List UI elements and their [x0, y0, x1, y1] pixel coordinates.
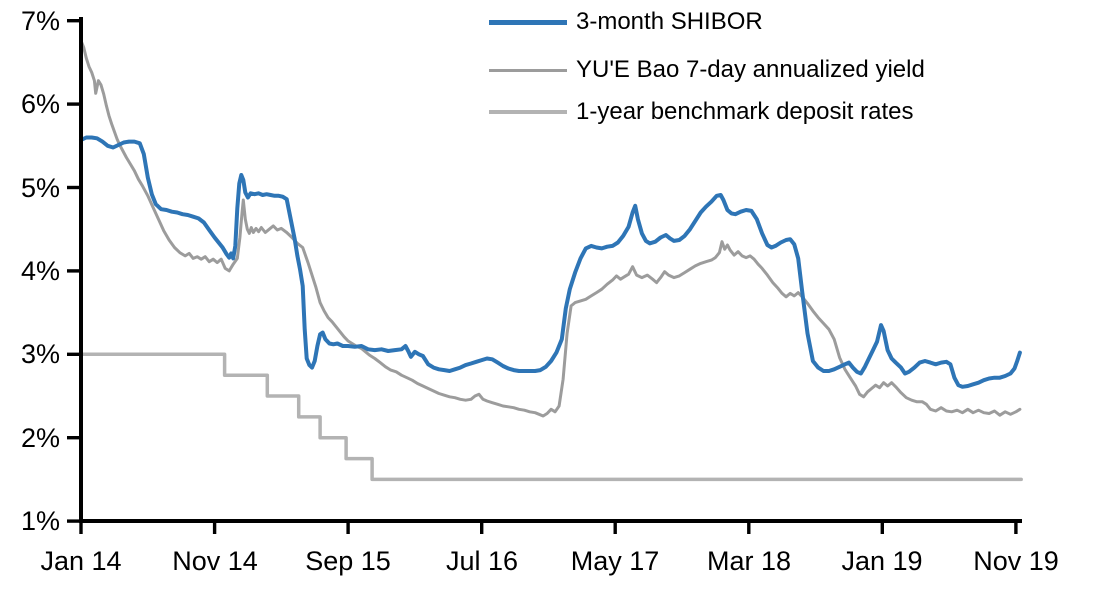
x-axis-tick-label: Jan 14: [40, 546, 122, 576]
y-axis-tick-label: 3%: [20, 339, 60, 369]
y-axis-tick-label: 7%: [20, 6, 60, 36]
legend-item-benchmark: 1-year benchmark deposit rates: [489, 97, 914, 127]
legend-item-yuebao: YU'E Bao 7-day annualized yield: [489, 55, 925, 85]
legend-line-swatch-lightgray: [489, 110, 567, 114]
x-axis-tick-label: Jan 19: [841, 546, 923, 576]
legend-line-swatch-blue: [489, 19, 567, 25]
legend-label: 3-month SHIBOR: [576, 8, 763, 35]
x-axis-tick-label: Jul 16: [445, 546, 519, 576]
legend-line-swatch-gray: [489, 68, 567, 72]
y-axis-tick-label: 6%: [20, 89, 60, 119]
x-axis-tick-label: Nov 19: [973, 546, 1059, 576]
series-line: [79, 135, 1022, 389]
x-axis-tick-label: Mar 18: [706, 546, 792, 576]
y-axis-tick-label: 5%: [20, 173, 60, 203]
legend-item-shibor: 3-month SHIBOR: [489, 7, 763, 37]
legend-label: YU'E Bao 7-day annualized yield: [576, 56, 925, 83]
series-line: [79, 352, 1023, 482]
legend-label: 1-year benchmark deposit rates: [576, 98, 914, 125]
x-axis-tick-label: Nov 14: [172, 546, 258, 576]
y-axis-tick-label: 1%: [20, 506, 60, 536]
x-axis-tick-label: May 17: [570, 546, 660, 576]
x-axis-tick-label: Sep 15: [305, 546, 391, 576]
y-axis-tick-label: 4%: [20, 256, 60, 286]
series-line: [79, 39, 1022, 418]
y-axis-tick-label: 2%: [20, 423, 60, 453]
